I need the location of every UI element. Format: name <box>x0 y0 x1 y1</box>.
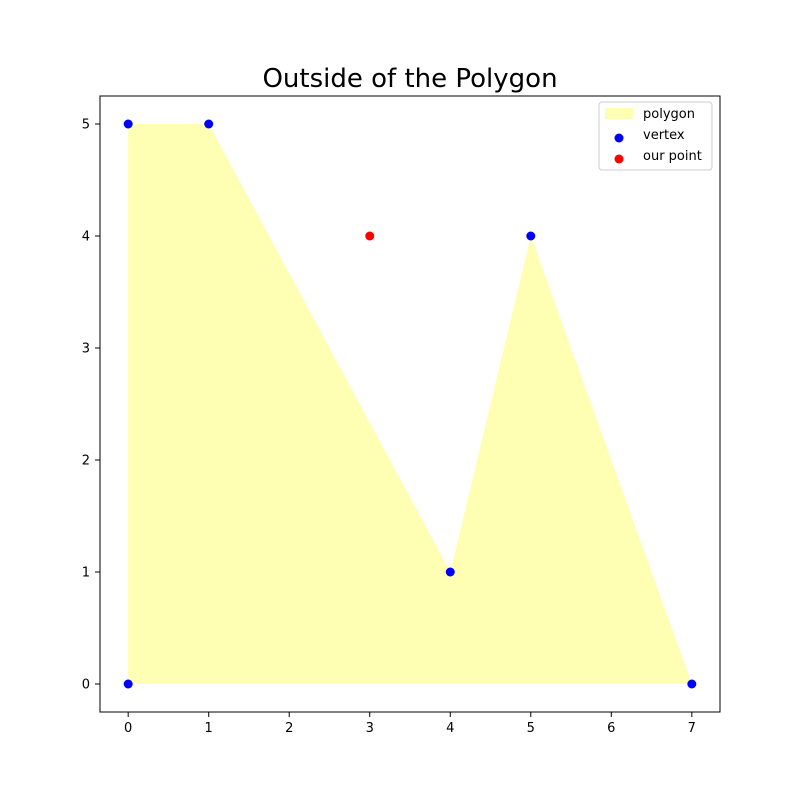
x-tick-label: 4 <box>446 721 454 736</box>
vertex-point <box>123 119 133 129</box>
legend-marker-vertex <box>614 133 624 143</box>
y-tick-label: 1 <box>82 566 90 581</box>
legend-marker-our-point <box>614 154 624 164</box>
vertex-point <box>445 567 455 577</box>
legend-swatch-polygon <box>605 108 633 119</box>
x-tick-label: 0 <box>124 721 132 736</box>
vertex-point <box>687 679 697 689</box>
x-tick-label: 1 <box>205 721 213 736</box>
x-tick-label: 6 <box>607 721 615 736</box>
y-tick-label: 2 <box>82 454 90 469</box>
axes: 0 1 2 3 4 5 6 7 0 1 2 3 4 5 <box>82 95 721 736</box>
legend: polygon vertex our point <box>598 101 713 171</box>
y-tick-label: 4 <box>82 230 90 245</box>
legend-label-vertex: vertex <box>643 128 685 143</box>
x-tick-label: 3 <box>366 721 374 736</box>
x-tick-label: 2 <box>285 721 293 736</box>
y-tick-label: 0 <box>82 678 90 693</box>
our-point-point <box>365 231 375 241</box>
chart-title: Outside of the Polygon <box>262 64 557 94</box>
legend-label-our-point: our point <box>643 149 702 164</box>
x-tick-label: 5 <box>527 721 535 736</box>
x-tick-label: 7 <box>688 721 696 736</box>
plot-area <box>123 119 697 689</box>
polygon-fill <box>128 124 692 684</box>
y-tick-label: 5 <box>82 118 90 133</box>
legend-label-polygon: polygon <box>643 107 695 122</box>
vertex-point <box>123 679 133 689</box>
vertex-point <box>526 231 536 241</box>
axes-frame <box>99 95 721 713</box>
vertex-point <box>204 119 214 129</box>
y-tick-label: 3 <box>82 342 90 357</box>
